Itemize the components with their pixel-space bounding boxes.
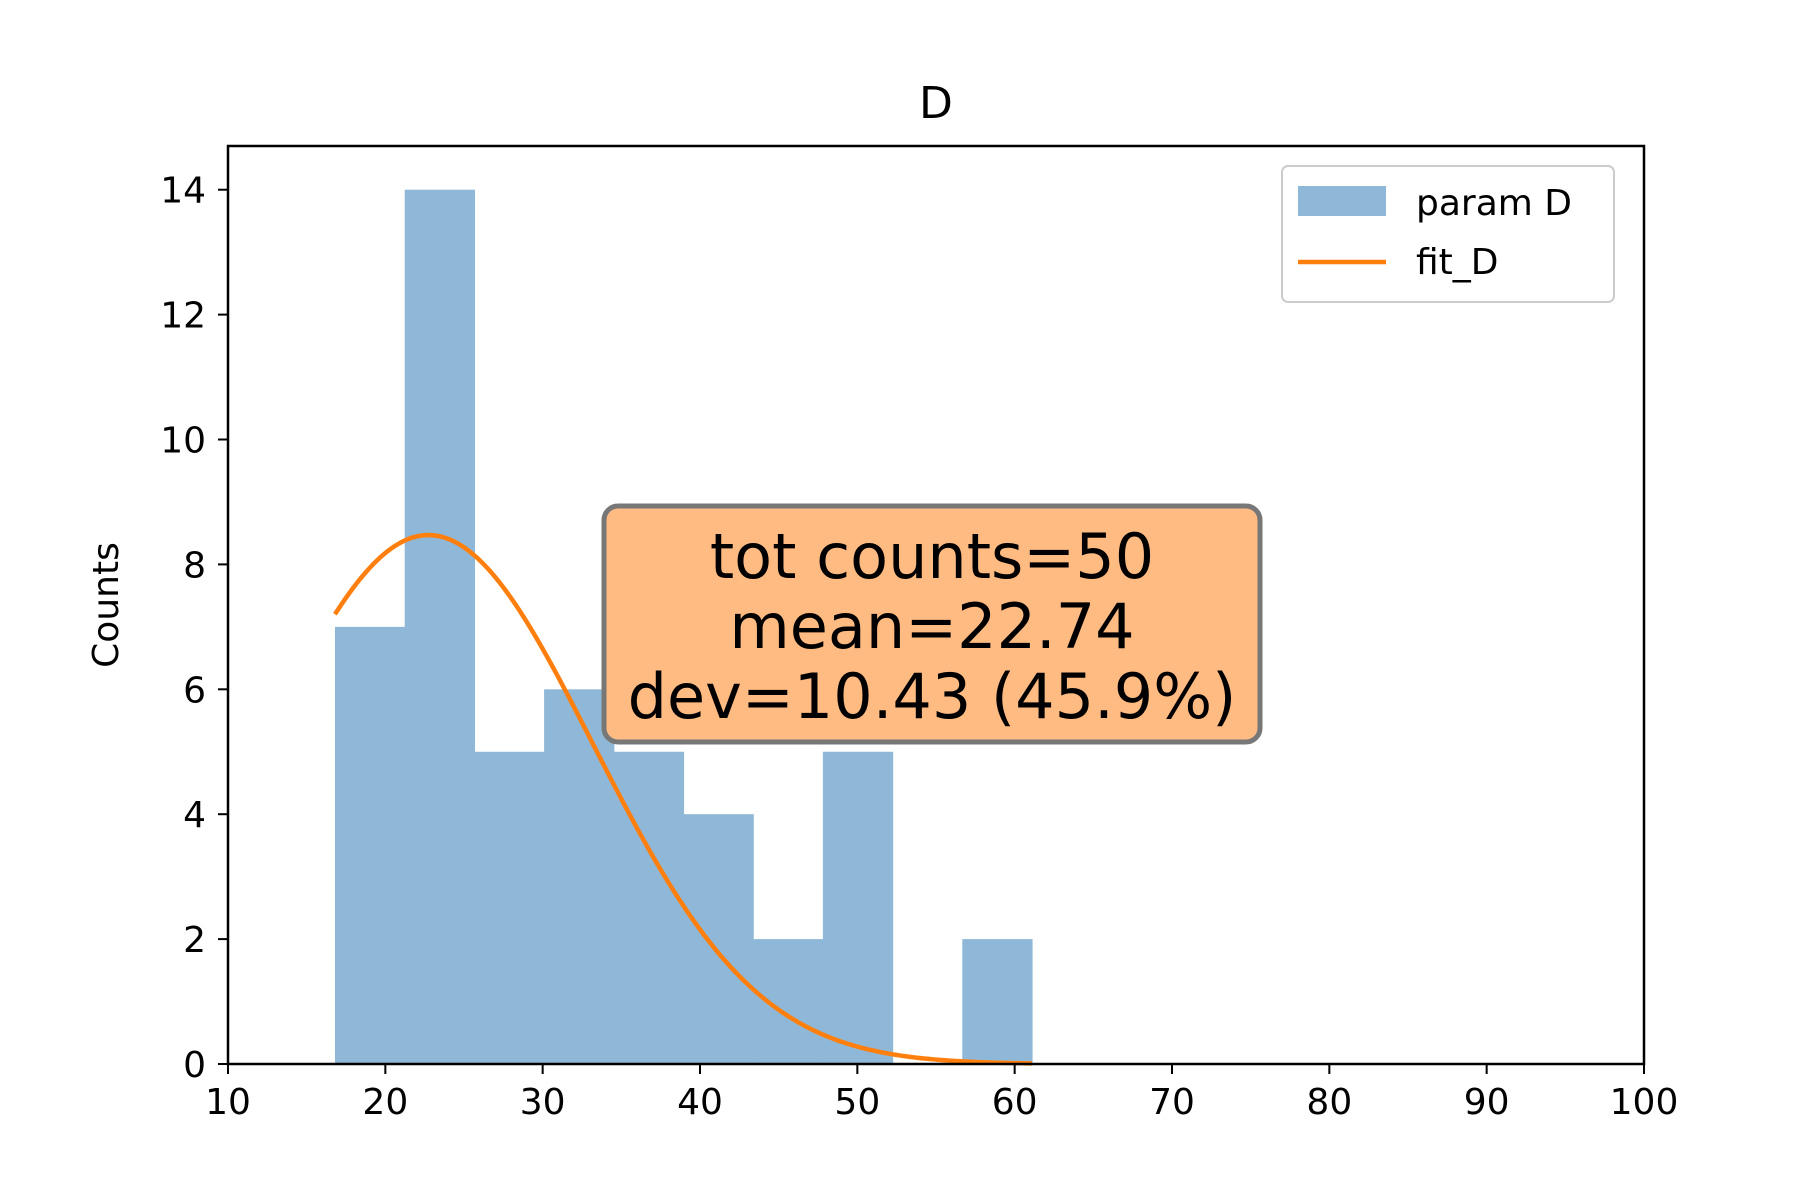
- y-tick-label: 14: [160, 171, 206, 212]
- fit-curve: [333, 532, 1033, 1066]
- stats-total-counts: tot counts=50: [710, 520, 1154, 593]
- x-tick-label: 90: [1464, 1082, 1510, 1123]
- histogram-bar: [544, 689, 615, 1064]
- x-tick-label: 60: [992, 1082, 1038, 1123]
- x-tick-label: 40: [677, 1082, 723, 1123]
- y-tick-label: 2: [183, 920, 206, 961]
- histogram-bar: [474, 751, 545, 1064]
- y-tick-label: 8: [183, 545, 206, 586]
- histogram-bar: [334, 626, 406, 1064]
- legend-label-fit-d: fit_D: [1416, 242, 1499, 283]
- x-tick-label: 20: [362, 1082, 408, 1123]
- chart-title: D: [919, 78, 953, 129]
- histogram-bar: [404, 189, 475, 1064]
- plot-frame: [226, 144, 1646, 1066]
- legend-label-param-d: param D: [1416, 183, 1572, 224]
- x-tick-label: 70: [1149, 1082, 1195, 1123]
- x-tick-label: 80: [1306, 1082, 1352, 1123]
- y-axis-label: Counts: [86, 542, 127, 668]
- x-tick-label: 10: [205, 1082, 251, 1123]
- stats-annotation: tot counts=50 mean=22.74 dev=10.43 (45.9…: [601, 503, 1263, 745]
- axes: [226, 144, 1646, 1066]
- x-tick-label: 30: [520, 1082, 566, 1123]
- x-tick-label: 50: [834, 1082, 880, 1123]
- x-tick-label: 100: [1610, 1082, 1679, 1123]
- histogram-bar: [753, 939, 824, 1064]
- histogram-bar: [613, 751, 685, 1064]
- legend: param D fit_D: [1281, 165, 1615, 303]
- stats-deviation: dev=10.43 (45.9%): [628, 660, 1237, 733]
- y-tick-label: 0: [183, 1045, 206, 1086]
- y-tick-label: 6: [183, 670, 206, 711]
- y-tick-label: 12: [160, 296, 206, 337]
- histogram-bar: [962, 939, 1033, 1064]
- y-tick-label: 4: [183, 795, 206, 836]
- histogram-bar: [822, 751, 894, 1064]
- y-tick-label: 10: [160, 421, 206, 462]
- stats-annotation-box: [601, 503, 1263, 745]
- histogram-bars: [334, 189, 1033, 1064]
- stats-mean: mean=22.74: [729, 590, 1134, 663]
- legend-swatch-param-d: [1298, 186, 1386, 216]
- histogram-bar: [683, 814, 754, 1064]
- ticks: 10 20 30 40 50 60 70 80 90 100 0 2 4 6 8 10 12 14: [160, 171, 1678, 1123]
